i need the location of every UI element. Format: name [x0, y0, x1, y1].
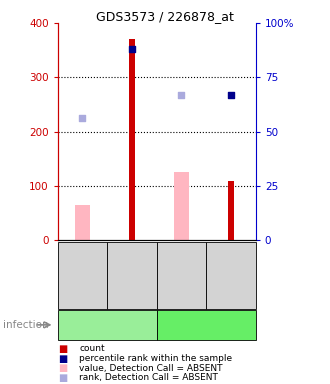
Text: count: count — [79, 344, 105, 353]
Point — [179, 91, 184, 98]
Point — [80, 115, 85, 121]
Text: value, Detection Call = ABSENT: value, Detection Call = ABSENT — [79, 364, 223, 372]
Text: ■: ■ — [58, 373, 67, 383]
Bar — [174, 172, 189, 240]
Text: ■: ■ — [58, 354, 67, 364]
Text: ■: ■ — [58, 363, 67, 373]
Text: GSM321608: GSM321608 — [127, 248, 137, 303]
Point — [228, 91, 234, 98]
Text: GSM321606: GSM321606 — [226, 248, 236, 303]
Text: percentile rank within the sample: percentile rank within the sample — [79, 354, 232, 363]
Text: GSM321605: GSM321605 — [177, 248, 186, 303]
Bar — [75, 205, 90, 240]
Text: ■: ■ — [58, 344, 67, 354]
Text: GDS3573 / 226878_at: GDS3573 / 226878_at — [96, 10, 234, 23]
Bar — [228, 181, 234, 240]
Text: control: control — [188, 320, 224, 330]
Point — [129, 46, 135, 52]
Text: GSM321607: GSM321607 — [78, 248, 87, 303]
Text: C. pneumonia: C. pneumonia — [71, 320, 144, 330]
Text: rank, Detection Call = ABSENT: rank, Detection Call = ABSENT — [79, 373, 218, 382]
Bar — [129, 39, 135, 240]
Text: infection: infection — [3, 320, 49, 330]
